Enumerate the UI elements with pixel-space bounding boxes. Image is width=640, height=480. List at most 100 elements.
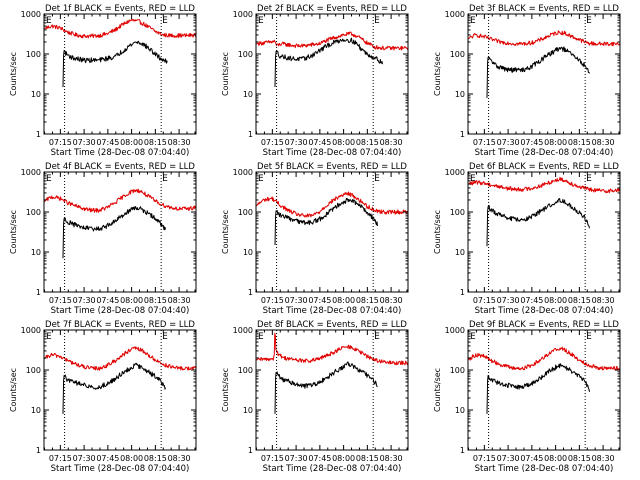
- x-tick-label: 08:15: [144, 454, 167, 463]
- y-tick-label: 1000: [21, 326, 41, 335]
- edge-marker-label: E: [258, 174, 264, 184]
- series-group: [468, 346, 620, 414]
- x-tick-label: 08:30: [592, 138, 615, 147]
- x-tick-label: 07:45: [96, 138, 119, 147]
- y-axis-label: Counts/sec: [221, 368, 230, 412]
- x-tick-label: 08:15: [356, 296, 379, 305]
- series-group: [256, 191, 408, 246]
- x-tick-label: 08:30: [592, 454, 615, 463]
- y-axis-label: Counts/sec: [433, 368, 442, 412]
- edge-marker-label: E: [374, 174, 380, 184]
- events-series-line: [274, 37, 383, 88]
- y-tick-label: 10: [31, 90, 41, 99]
- x-axis-label: Start Time (28-Dec-08 07:04:40): [263, 306, 402, 316]
- x-axis-label: Start Time (28-Dec-08 07:04:40): [51, 464, 190, 474]
- y-tick-label: 1: [460, 446, 465, 455]
- x-tick-label: 08:00: [120, 296, 143, 305]
- y-tick-label: 100: [450, 50, 465, 59]
- x-tick-label: 07:45: [308, 138, 331, 147]
- x-tick-label: 08:00: [332, 138, 355, 147]
- lld-series-line: [44, 19, 196, 39]
- lld-series-line: [468, 346, 620, 371]
- chart-title: Det 6f BLACK = Events, RED = LLD: [469, 162, 619, 172]
- x-tick-label: 07:15: [473, 138, 496, 147]
- chart-panel: Det 8f BLACK = Events, RED = LLD E E 1 10 100…: [221, 320, 409, 474]
- lld-series-line: [468, 30, 620, 47]
- x-tick-label: 08:00: [120, 454, 143, 463]
- y-tick-label: 1000: [21, 168, 41, 177]
- x-tick-label: 07:30: [73, 296, 96, 305]
- edge-marker-label: E: [46, 174, 52, 184]
- x-axis-label: Start Time (28-Dec-08 07:04:40): [51, 306, 190, 316]
- y-tick-label: 100: [26, 208, 41, 217]
- y-tick-label: 1000: [233, 168, 253, 177]
- y-tick-label: 10: [243, 90, 253, 99]
- y-tick-label: 100: [450, 208, 465, 217]
- lld-series-line: [468, 176, 620, 194]
- x-tick-label: 07:30: [285, 296, 308, 305]
- y-tick-label: 1: [460, 288, 465, 297]
- x-tick-label: 08:30: [168, 454, 191, 463]
- x-tick-label: 07:15: [49, 454, 72, 463]
- y-tick-label: 1000: [233, 326, 253, 335]
- y-tick-label: 10: [31, 406, 41, 415]
- x-tick-label: 08:15: [568, 296, 591, 305]
- chart-panel: Det 9f BLACK = Events, RED = LLD E E 1 10 100…: [433, 320, 621, 474]
- y-tick-label: 1000: [445, 326, 465, 335]
- x-tick-label: 07:45: [308, 296, 331, 305]
- x-tick-label: 08:30: [380, 296, 403, 305]
- edge-marker-label: E: [162, 332, 168, 342]
- y-tick-label: 100: [238, 50, 253, 59]
- chart-title: Det 4f BLACK = Events, RED = LLD: [45, 162, 195, 172]
- chart-panel: Det 7f BLACK = Events, RED = LLD E E 1 10 100…: [9, 320, 197, 474]
- x-axis-label: Start Time (28-Dec-08 07:04:40): [475, 306, 614, 316]
- chart-title: Det 3f BLACK = Events, RED = LLD: [469, 4, 619, 14]
- x-tick-label: 07:45: [96, 454, 119, 463]
- y-axis-label: Counts/sec: [9, 368, 18, 412]
- x-axis-label: Start Time (28-Dec-08 07:04:40): [263, 464, 402, 474]
- series-group: [468, 176, 620, 247]
- x-tick-label: 08:15: [568, 138, 591, 147]
- chart-title: Det 2f BLACK = Events, RED = LLD: [257, 4, 407, 14]
- edge-marker-label: E: [46, 332, 52, 342]
- x-axis-label: Start Time (28-Dec-08 07:04:40): [263, 148, 402, 158]
- x-tick-label: 08:15: [356, 138, 379, 147]
- x-tick-label: 08:30: [380, 454, 403, 463]
- x-tick-label: 07:30: [285, 454, 308, 463]
- y-tick-label: 100: [450, 366, 465, 375]
- edge-marker-label: E: [258, 332, 264, 342]
- lld-series-line: [256, 31, 408, 51]
- y-tick-label: 10: [31, 248, 41, 257]
- y-axis-label: Counts/sec: [221, 52, 230, 96]
- x-axis-label: Start Time (28-Dec-08 07:04:40): [475, 464, 614, 474]
- edge-marker-label: E: [374, 16, 380, 26]
- y-tick-label: 1000: [445, 10, 465, 19]
- chart-title: Det 8f BLACK = Events, RED = LLD: [257, 320, 407, 330]
- y-tick-label: 10: [455, 406, 465, 415]
- y-tick-label: 100: [26, 366, 41, 375]
- x-tick-label: 07:45: [520, 138, 543, 147]
- chart-title: Det 5f BLACK = Events, RED = LLD: [257, 162, 407, 172]
- y-tick-label: 1: [248, 446, 253, 455]
- x-tick-label: 08:00: [544, 454, 567, 463]
- x-axis-label: Start Time (28-Dec-08 07:04:40): [51, 148, 190, 158]
- x-tick-label: 07:15: [49, 138, 72, 147]
- x-tick-label: 07:15: [473, 454, 496, 463]
- plot-frame: [255, 329, 409, 451]
- y-tick-label: 10: [455, 248, 465, 257]
- edge-marker-label: E: [470, 16, 476, 26]
- x-tick-label: 08:15: [144, 296, 167, 305]
- x-tick-label: 07:15: [473, 296, 496, 305]
- edge-marker-label: E: [46, 16, 52, 26]
- edge-marker-label: E: [374, 332, 380, 342]
- chart-panel: Det 1f BLACK = Events, RED = LLD E E 1 10 100…: [9, 4, 197, 158]
- chart-title: Det 7f BLACK = Events, RED = LLD: [45, 320, 195, 330]
- x-tick-label: 07:30: [497, 138, 520, 147]
- chart-panel: Det 4f BLACK = Events, RED = LLD E E 1 10 100…: [9, 162, 197, 316]
- x-tick-label: 07:45: [520, 454, 543, 463]
- plot-frame: [43, 171, 197, 293]
- y-axis-label: Counts/sec: [221, 210, 230, 254]
- lld-series-line: [256, 191, 408, 218]
- x-tick-label: 08:30: [168, 138, 191, 147]
